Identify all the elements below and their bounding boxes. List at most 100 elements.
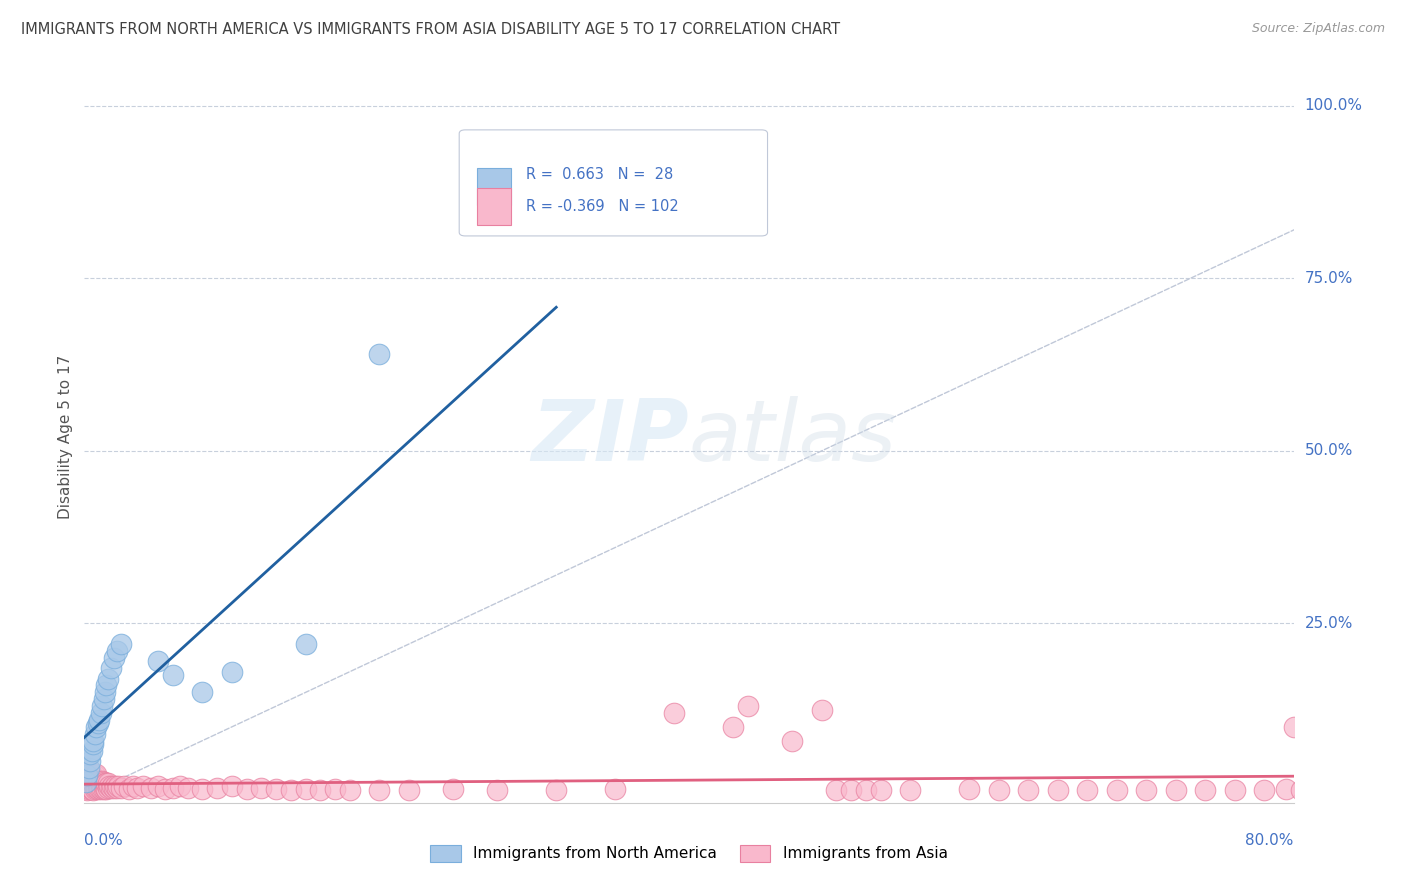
Immigrants from Asia (101, 779, 124, 793)
Immigrants from Asia (441, 782, 464, 797)
FancyBboxPatch shape (478, 169, 512, 205)
Immigrants from Asia (191, 782, 214, 797)
Immigrants from North America (87, 713, 110, 727)
Immigrants from North America (76, 768, 98, 782)
Immigrants from North America (80, 744, 103, 758)
Immigrants from Asia (107, 779, 129, 793)
Immigrants from Asia (898, 783, 921, 797)
Immigrants from Asia (83, 782, 105, 797)
Immigrants from Asia (75, 768, 97, 782)
Immigrants from North America (146, 654, 169, 668)
Immigrants from Asia (82, 776, 104, 790)
Immigrants from Asia (1289, 783, 1312, 797)
Immigrants from North America (294, 637, 316, 651)
Immigrants from Asia (176, 780, 198, 795)
Immigrants from North America (103, 651, 125, 665)
Immigrants from Asia (132, 779, 155, 793)
Immigrants from North America (97, 672, 120, 686)
Immigrants from North America (110, 637, 132, 651)
Legend: Immigrants from North America, Immigrants from Asia: Immigrants from North America, Immigrant… (425, 838, 953, 868)
Immigrants from North America (90, 706, 112, 720)
Immigrants from Asia (664, 706, 686, 720)
Immigrants from Asia (810, 703, 832, 717)
Immigrants from Asia (84, 780, 107, 795)
Immigrants from Asia (1135, 783, 1157, 797)
Immigrants from Asia (80, 775, 103, 789)
Text: 80.0%: 80.0% (1246, 833, 1294, 848)
Immigrants from Asia (339, 783, 361, 797)
Immigrants from Asia (91, 773, 114, 788)
Immigrants from Asia (855, 783, 877, 797)
Immigrants from Asia (83, 775, 105, 789)
Immigrants from Asia (104, 779, 127, 793)
FancyBboxPatch shape (460, 130, 768, 235)
Immigrants from North America (221, 665, 243, 679)
Immigrants from Asia (1194, 783, 1216, 797)
Text: 100.0%: 100.0% (1305, 98, 1362, 113)
Immigrants from Asia (76, 772, 98, 786)
Immigrants from Asia (77, 782, 100, 797)
Immigrants from Asia (1275, 782, 1298, 797)
Immigrants from North America (79, 747, 101, 762)
Immigrants from Asia (77, 763, 100, 777)
Immigrants from Asia (957, 782, 980, 797)
Immigrants from Asia (117, 782, 139, 797)
Immigrants from Asia (103, 780, 125, 795)
Immigrants from Asia (780, 733, 803, 747)
Text: 0.0%: 0.0% (84, 833, 124, 848)
Immigrants from Asia (98, 779, 121, 793)
Immigrants from Asia (79, 773, 101, 788)
Immigrants from Asia (294, 782, 316, 797)
Immigrants from Asia (94, 776, 117, 790)
Immigrants from Asia (309, 783, 332, 797)
Immigrants from Asia (75, 782, 97, 797)
Immigrants from Asia (987, 783, 1010, 797)
Immigrants from Asia (76, 783, 98, 797)
Immigrants from Asia (1076, 783, 1098, 797)
Text: R = -0.369   N = 102: R = -0.369 N = 102 (526, 199, 679, 214)
Immigrants from Asia (105, 780, 128, 795)
Text: atlas: atlas (689, 395, 897, 479)
Immigrants from North America (75, 775, 97, 789)
Immigrants from Asia (75, 775, 97, 789)
Immigrants from Asia (139, 780, 162, 795)
Immigrants from Asia (250, 780, 273, 795)
Immigrants from Asia (205, 780, 228, 795)
Immigrants from North America (96, 678, 118, 692)
Immigrants from Asia (486, 783, 509, 797)
Text: R =  0.663   N =  28: R = 0.663 N = 28 (526, 167, 673, 182)
Text: ZIP: ZIP (531, 395, 689, 479)
Immigrants from Asia (100, 780, 122, 795)
Immigrants from Asia (97, 776, 120, 790)
Immigrants from Asia (76, 779, 98, 793)
Immigrants from North America (82, 737, 104, 751)
Immigrants from Asia (825, 783, 848, 797)
Immigrants from Asia (146, 779, 169, 793)
Text: 25.0%: 25.0% (1305, 615, 1353, 631)
Immigrants from North America (368, 347, 391, 361)
Immigrants from Asia (1282, 720, 1305, 734)
Immigrants from North America (105, 644, 128, 658)
Immigrants from North America (191, 685, 214, 699)
Immigrants from Asia (155, 782, 177, 797)
Immigrants from Asia (605, 782, 627, 797)
Immigrants from Asia (122, 779, 145, 793)
Immigrants from North America (83, 727, 105, 741)
Immigrants from Asia (96, 776, 118, 790)
Immigrants from Asia (76, 764, 98, 779)
FancyBboxPatch shape (478, 188, 512, 225)
Immigrants from North America (94, 685, 117, 699)
Immigrants from Asia (86, 782, 108, 797)
Immigrants from Asia (97, 780, 120, 795)
Immigrants from Asia (264, 782, 287, 797)
Immigrants from North America (79, 755, 101, 769)
Immigrants from Asia (1253, 783, 1275, 797)
Immigrants from Asia (79, 780, 101, 795)
Immigrants from Asia (323, 782, 346, 797)
Immigrants from Asia (127, 780, 149, 795)
Text: 50.0%: 50.0% (1305, 443, 1353, 458)
Text: IMMIGRANTS FROM NORTH AMERICA VS IMMIGRANTS FROM ASIA DISABILITY AGE 5 TO 17 COR: IMMIGRANTS FROM NORTH AMERICA VS IMMIGRA… (21, 22, 841, 37)
Immigrants from Asia (280, 783, 302, 797)
Text: 75.0%: 75.0% (1305, 271, 1353, 285)
Immigrants from Asia (83, 768, 105, 782)
